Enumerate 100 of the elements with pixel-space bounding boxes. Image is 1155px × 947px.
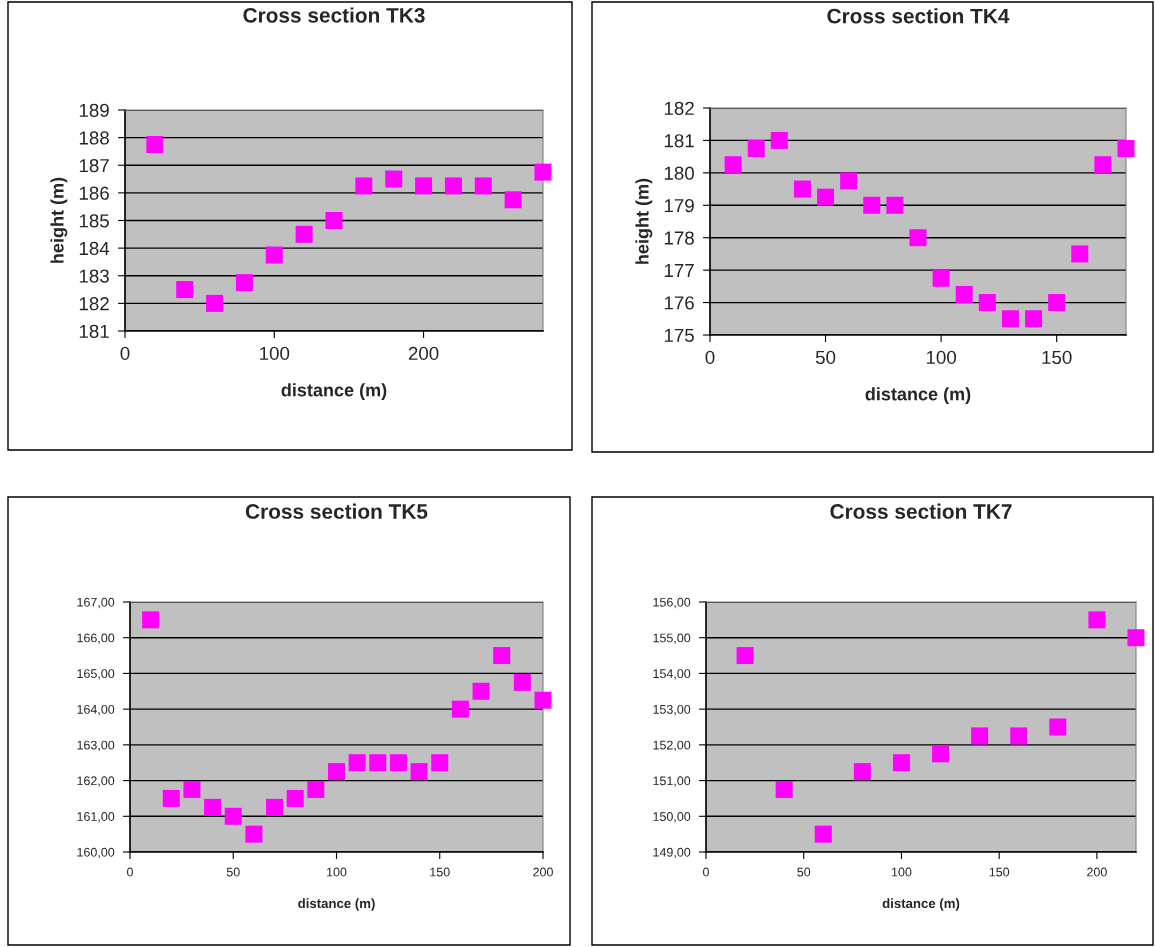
point: [266, 798, 284, 816]
y-tick-label: 176: [664, 296, 694, 310]
y-tick-label: 187: [79, 158, 109, 173]
point: [385, 170, 403, 188]
x-tick-label: 0: [703, 867, 709, 877]
point: [1025, 310, 1043, 328]
x-tick-label: 100: [327, 867, 347, 877]
chart-title: Cross section TK3: [243, 7, 425, 23]
point: [451, 700, 469, 718]
x-axis-title: distance (m): [281, 383, 387, 401]
point: [1049, 718, 1067, 736]
point: [444, 177, 462, 195]
point: [534, 691, 552, 709]
y-tick-label: 177: [664, 264, 694, 277]
point: [146, 136, 164, 154]
point: [978, 294, 996, 312]
point: [204, 798, 222, 816]
point: [971, 727, 989, 745]
point: [325, 211, 343, 230]
point: [348, 754, 366, 772]
x-tick-label: 150: [989, 867, 1010, 877]
x-tick-label: 0: [705, 350, 715, 365]
y-tick-label: 175: [664, 328, 694, 342]
point: [793, 180, 811, 198]
point: [747, 140, 765, 158]
point: [955, 285, 973, 303]
y-tick-label: 181: [79, 324, 109, 338]
y-tick-label: 150,00: [653, 812, 691, 823]
x-tick-label: 100: [891, 867, 912, 877]
point: [1001, 310, 1019, 328]
point: [206, 294, 224, 312]
point: [736, 647, 754, 665]
point: [162, 789, 180, 807]
x-axis-title: distance (m): [298, 898, 375, 911]
y-tick-label: 152,00: [653, 740, 691, 751]
point: [1094, 156, 1112, 174]
point: [493, 647, 511, 665]
x-tick-label: 200: [1087, 867, 1107, 877]
chart-title: Cross section TK5: [245, 503, 428, 519]
point: [932, 269, 950, 287]
point: [369, 754, 387, 772]
x-tick-label: 150: [430, 867, 450, 877]
x-tick-label: 200: [408, 346, 439, 361]
y-tick-label: 161,00: [77, 812, 115, 823]
point: [909, 229, 927, 247]
y-tick-label: 188: [79, 131, 109, 145]
y-tick-label: 163,00: [77, 740, 115, 751]
point: [1088, 611, 1106, 629]
y-tick-label: 183: [79, 269, 109, 283]
y-tick-label: 153,00: [653, 704, 691, 716]
point: [431, 754, 449, 772]
y-tick-label: 160,00: [77, 847, 115, 859]
point: [1010, 727, 1028, 745]
y-tick-label: 186: [79, 186, 109, 200]
point: [932, 745, 950, 763]
point: [355, 177, 373, 195]
point: [389, 754, 407, 772]
y-tick-label: 165,00: [77, 669, 115, 680]
point: [770, 131, 788, 149]
point: [235, 274, 253, 292]
point: [295, 225, 313, 243]
point: [724, 156, 742, 174]
y-tick-label: 180: [664, 166, 694, 180]
point: [265, 246, 283, 264]
x-tick-label: 100: [260, 346, 290, 361]
x-tick-label: 0: [127, 867, 133, 877]
y-tick-label: 178: [664, 231, 694, 245]
x-tick-label: 150: [1042, 350, 1072, 365]
y-tick-label: 182: [664, 101, 694, 115]
point: [775, 780, 793, 799]
point: [176, 281, 194, 299]
y-tick-label: 181: [664, 134, 694, 148]
point: [142, 611, 160, 629]
x-tick-label: 0: [120, 346, 130, 361]
x-tick-label: 200: [533, 867, 553, 877]
y-tick-label: 155,00: [653, 633, 691, 644]
x-tick-label: 100: [926, 350, 957, 365]
point: [415, 177, 433, 195]
point: [472, 682, 490, 700]
point: [245, 825, 263, 843]
point: [534, 163, 552, 181]
point: [286, 789, 304, 807]
point: [224, 807, 242, 825]
y-tick-label: 185: [79, 214, 109, 228]
point: [183, 780, 201, 799]
point: [892, 754, 910, 772]
point: [886, 196, 904, 214]
chart-title: Cross section TK4: [827, 8, 1010, 24]
x-tick-label: 50: [815, 350, 836, 365]
y-tick-label: 182: [79, 297, 109, 311]
point: [1048, 294, 1066, 312]
chart-title: Cross section TK7: [830, 503, 1012, 519]
y-axis-title: height (m): [50, 177, 68, 263]
y-tick-label: 189: [79, 103, 109, 117]
y-tick-label: 166,00: [77, 633, 115, 644]
y-tick-label: 151,00: [653, 776, 691, 787]
point: [814, 825, 832, 843]
y-tick-label: 164,00: [77, 704, 115, 716]
point: [410, 763, 428, 781]
x-axis-title: distance (m): [865, 387, 971, 405]
